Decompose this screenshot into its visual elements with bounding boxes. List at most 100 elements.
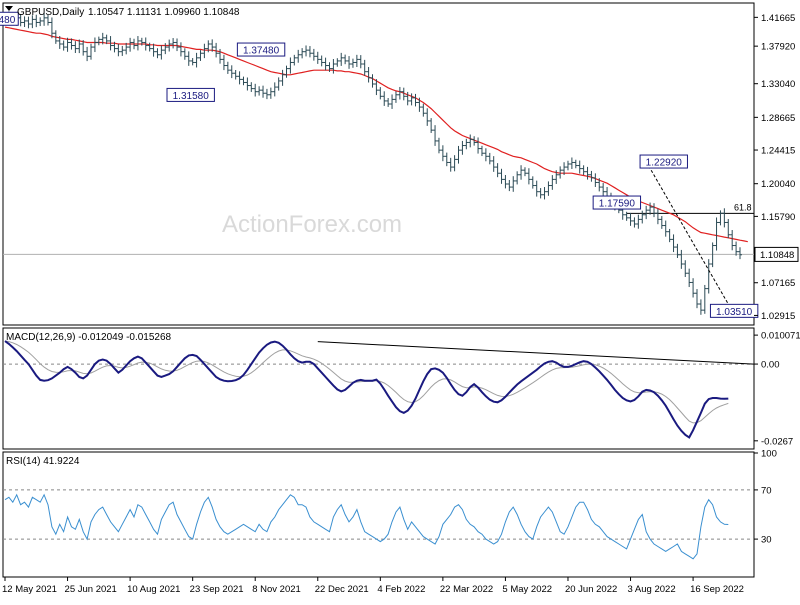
price-annotation-label: 1.31580	[173, 91, 210, 102]
price-bar	[585, 166, 590, 180]
macd-pane-frame	[2, 327, 755, 450]
price-bar	[378, 87, 383, 100]
price-bar	[296, 49, 301, 63]
price-bar	[417, 97, 422, 112]
rsi-y-tick-label: 100	[761, 449, 777, 460]
price-bar	[714, 217, 719, 251]
x-axis-tick-label: 22 Dec 2021	[315, 584, 369, 595]
price-bar	[85, 46, 90, 62]
price-bar	[253, 83, 258, 97]
price-annotation-box	[236, 42, 286, 57]
price-bar	[42, 12, 47, 26]
price-bar	[562, 162, 567, 175]
price-bar	[511, 176, 516, 192]
price-annotation: 1.37480	[236, 42, 286, 57]
price-bar	[734, 241, 739, 256]
price-annotation-label: 1.22920	[646, 158, 683, 169]
rsi-line-layer	[3, 489, 754, 560]
price-bar	[374, 79, 379, 96]
price-bar	[683, 260, 688, 278]
price-bar	[69, 38, 74, 50]
rsi-header: RSI(14) 41.9224	[6, 456, 80, 467]
macd-header: MACD(12,26,9) -0.012049 -0.015268	[6, 332, 172, 343]
price-bar	[151, 43, 156, 57]
price-y-tick-label: 1.41665	[761, 13, 795, 24]
price-bar	[214, 42, 219, 58]
price-pane: ActionForex.com 61.8 480 1.37480 1.31580 1.…	[0, 2, 799, 326]
price-bar	[390, 94, 395, 109]
price-bar	[397, 86, 402, 100]
price-bar	[206, 40, 211, 53]
price-bar	[640, 210, 645, 224]
price-bar	[550, 175, 555, 190]
price-bar	[651, 203, 656, 218]
price-bar	[366, 67, 371, 83]
collapse-triangle-icon[interactable]	[5, 6, 13, 11]
price-bar	[436, 137, 441, 154]
price-bar	[659, 216, 664, 229]
price-bar	[718, 210, 723, 226]
price-bar	[382, 91, 387, 106]
price-bar	[116, 44, 121, 57]
price-bar	[49, 17, 54, 39]
price-bar	[108, 36, 113, 51]
price-bar	[190, 58, 195, 66]
price-bar	[702, 284, 707, 314]
price-y-tick-label: 1.20040	[761, 179, 795, 190]
x-axis-tick-label: 22 Mar 2022	[440, 584, 493, 595]
price-bar	[264, 88, 269, 100]
macd-y-tick-label: -0.0267	[761, 436, 793, 447]
price-bar	[61, 40, 66, 51]
price-y-tick-label: 1.07165	[761, 278, 795, 289]
price-gridlines: 61.8	[3, 202, 754, 255]
price-bar	[284, 65, 289, 78]
macd-pane: 0.010071 0.00 -0.0267 MACD(12,26,9) -0.012…	[2, 327, 800, 450]
price-bar	[124, 42, 129, 55]
price-bar	[558, 166, 563, 179]
price-symbol-header: GBPUSD,Daily	[17, 7, 84, 18]
x-axis-tick-label: 5 May 2022	[502, 584, 552, 595]
current-price-label: 1.10848	[760, 250, 794, 261]
price-bar	[26, 16, 31, 29]
macd-line	[4, 340, 729, 439]
price-annotation-box	[0, 11, 19, 26]
price-bar	[589, 170, 594, 182]
rsi-line	[4, 493, 729, 560]
rsi-y-tick-label: 30	[761, 535, 772, 546]
price-bar	[526, 168, 531, 185]
price-bar	[261, 85, 266, 98]
price-y-axis: 1.41665 1.37920 1.33040 1.28665 1.24415 1.200…	[754, 13, 799, 322]
price-annotation-label: 480	[0, 15, 16, 26]
price-bar	[186, 51, 191, 66]
price-annotations-layer: 480 1.37480 1.31580 1.22920 1.17590 1.03510	[0, 11, 759, 318]
price-bar	[276, 77, 281, 91]
price-bar	[73, 41, 78, 53]
price-annotation: 1.17590	[592, 195, 642, 210]
x-axis-tick-label: 20 Jun 2022	[565, 584, 617, 595]
price-y-tick-label: 1.28665	[761, 113, 795, 124]
price-bar	[34, 14, 39, 28]
price-bar	[476, 137, 481, 154]
price-bar	[30, 15, 35, 29]
price-annotation-box	[166, 87, 215, 102]
price-bar	[542, 187, 547, 200]
price-bar	[155, 48, 160, 59]
price-bar	[577, 160, 582, 174]
price-bar	[335, 58, 340, 67]
price-bar	[694, 289, 699, 309]
price-bar	[655, 208, 660, 225]
price-bar	[569, 157, 574, 169]
price-bar	[120, 45, 125, 56]
price-bar	[667, 228, 672, 243]
price-bar	[632, 217, 637, 228]
price-bar	[479, 145, 484, 157]
price-bar	[409, 93, 414, 106]
price-bar	[448, 157, 453, 172]
price-bar	[519, 165, 524, 180]
price-y-tick-label: 1.02915	[761, 311, 795, 322]
swing-dashed-line	[645, 161, 733, 312]
price-bar	[522, 167, 527, 177]
price-bar	[487, 152, 492, 165]
x-axis-tick-label: 23 Sep 2021	[190, 584, 244, 595]
